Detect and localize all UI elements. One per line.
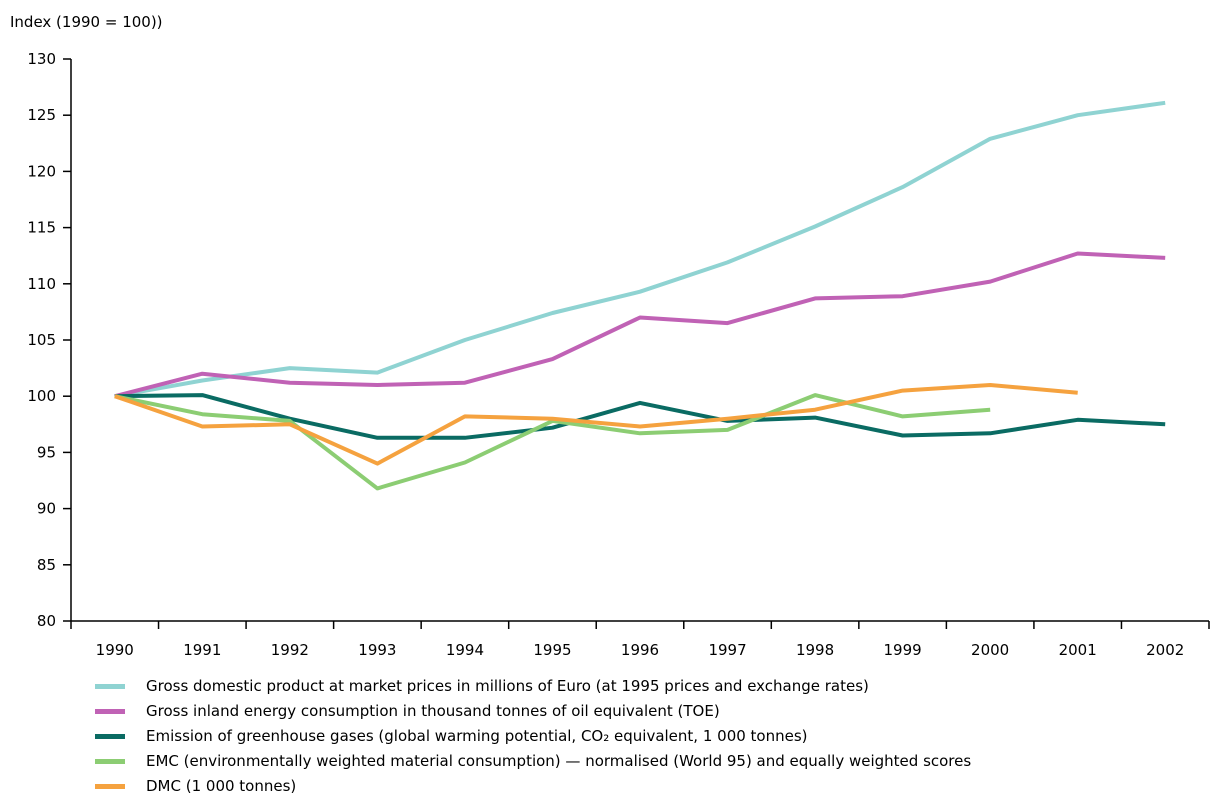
series-line-4 [115, 395, 990, 488]
series-line-1 [115, 103, 1165, 396]
x-tick-label: 2001 [1059, 641, 1097, 659]
x-tick-label: 1996 [621, 641, 659, 659]
line-chart: 80 85 90 95 100 105 110 115 120 125 130 1990 1991 199… [0, 0, 1210, 670]
legend-label: DMC (1 000 tonnes) [146, 776, 296, 796]
x-tick-label: 1998 [796, 641, 834, 659]
legend-label: EMC (environmentally weighted material c… [146, 751, 971, 771]
x-tick-label: 1993 [358, 641, 396, 659]
x-tick-label: 2000 [971, 641, 1009, 659]
y-tick-label: 90 [37, 500, 56, 518]
y-tick-label: 115 [27, 219, 56, 237]
x-tick-label: 1991 [183, 641, 221, 659]
series-lines [115, 103, 1165, 489]
y-tick-label: 130 [27, 50, 56, 68]
y-tick-label: 95 [37, 443, 56, 461]
y-tick-label: 105 [27, 331, 56, 349]
x-tick-label: 1995 [533, 641, 571, 659]
legend-label: Gross domestic product at market prices … [146, 676, 869, 696]
y-tick-label: 120 [27, 162, 56, 180]
series-line-5 [115, 385, 1078, 464]
y-tick-label: 110 [27, 275, 56, 293]
x-tick-label: 1999 [884, 641, 922, 659]
legend-swatch [95, 684, 125, 689]
x-tick-label: 1994 [446, 641, 484, 659]
legend-swatch [95, 759, 125, 764]
axes: 80 85 90 95 100 105 110 115 120 125 130 1990 1991 199… [27, 50, 1209, 659]
legend-swatch [95, 734, 125, 739]
series-line-2 [115, 254, 1165, 397]
y-tick-label: 80 [37, 612, 56, 630]
legend-swatch [95, 784, 125, 789]
legend-swatch [95, 709, 125, 714]
x-tick-label: 1992 [271, 641, 309, 659]
y-tick-label: 100 [27, 387, 56, 405]
y-tick-label: 125 [27, 106, 56, 124]
x-tick-label: 2002 [1146, 641, 1184, 659]
y-tick-label: 85 [37, 556, 56, 574]
legend-label: Gross inland energy consumption in thous… [146, 701, 720, 721]
legend-label: Emission of greenhouse gases (global war… [146, 726, 808, 746]
x-tick-label: 1997 [708, 641, 746, 659]
x-tick-label: 1990 [96, 641, 134, 659]
